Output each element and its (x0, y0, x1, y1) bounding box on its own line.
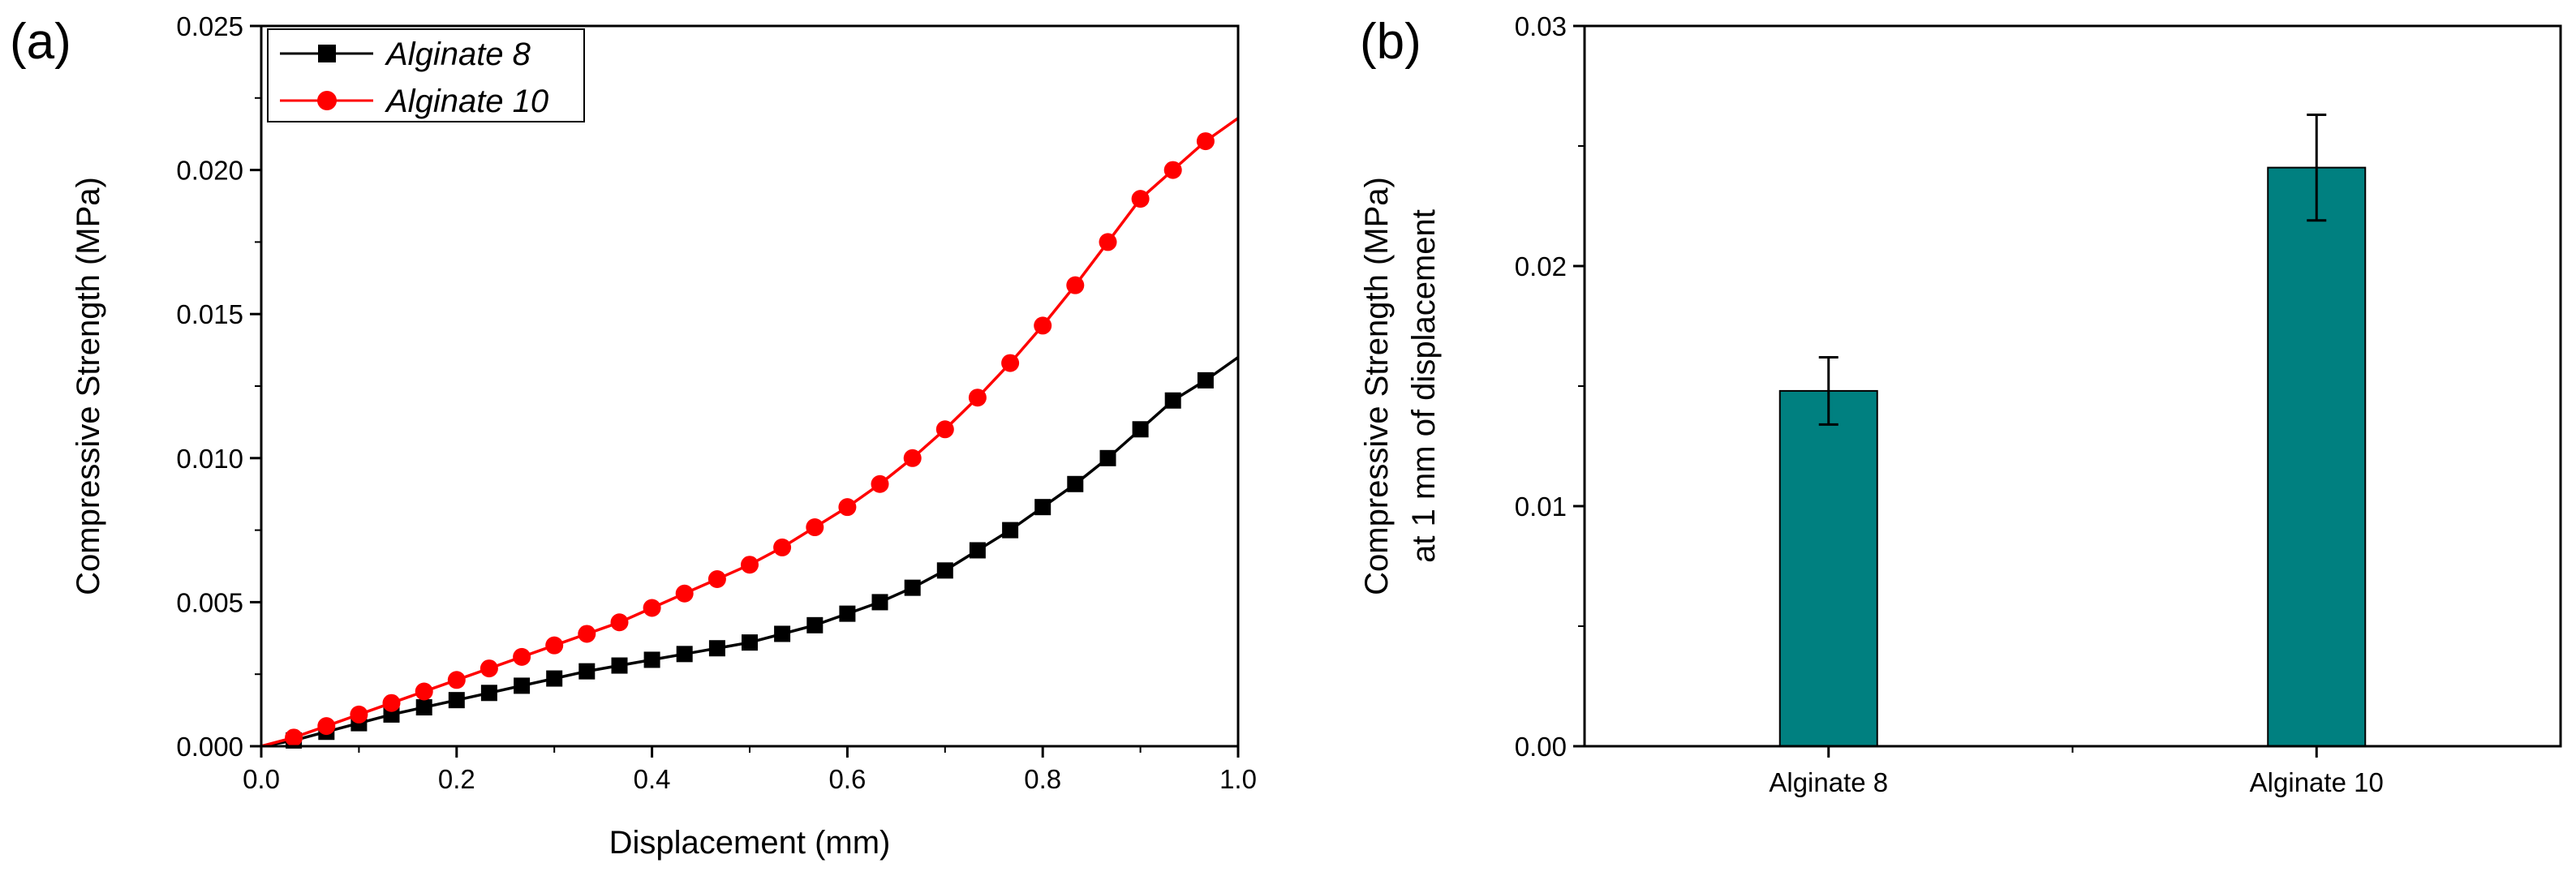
panel-b-bars (1778, 114, 2367, 747)
data-point-alginate-8 (1002, 522, 1019, 539)
panel-b-plot-frame (1583, 24, 2562, 748)
data-point-alginate-10 (447, 671, 466, 689)
series-line-alginate-10 (260, 117, 1240, 748)
y-tick-label: 0.010 (176, 444, 243, 474)
data-point-alginate-10 (1034, 316, 1052, 335)
y-tick-label: 0.00 (1515, 732, 1567, 762)
panel-a-label: (a) (10, 14, 71, 70)
data-point-alginate-8 (676, 646, 693, 663)
data-point-alginate-8 (904, 579, 921, 596)
bar-alginate-8 (1778, 389, 1878, 747)
data-point-alginate-8 (578, 663, 596, 680)
panel-b-label: (b) (1360, 14, 1421, 70)
panel-a-y-axis-ticks: 0.000 0.005 0.010 0.015 0.020 0.025 (176, 11, 261, 762)
x-tick-label: Alginate 10 (2250, 767, 2384, 797)
x-tick-label: Alginate 8 (1769, 767, 1888, 797)
data-point-alginate-10 (285, 728, 303, 747)
data-point-alginate-10 (741, 556, 759, 574)
data-point-alginate-10 (317, 717, 336, 736)
panel-b-y-axis-title-line1: Compressive Strength (MPa) (1359, 177, 1395, 595)
data-point-alginate-10 (903, 449, 922, 467)
panel-a-legend: Alginate 8 Alginate 10 (267, 28, 585, 122)
x-tick-label: 0.0 (243, 764, 280, 794)
panel-a-x-axis-ticks: 0.0 0.2 0.4 0.6 0.8 1.0 (243, 746, 1257, 794)
data-point-alginate-8 (708, 640, 725, 657)
data-point-alginate-10 (610, 613, 629, 632)
y-tick-label: 0.025 (176, 11, 243, 41)
data-point-alginate-8 (742, 634, 758, 651)
series-line-alginate-8 (260, 356, 1240, 748)
data-point-alginate-10 (578, 625, 596, 643)
x-tick-label: 0.6 (828, 764, 866, 794)
data-point-alginate-8 (643, 651, 660, 668)
legend-marker-square-icon (318, 45, 336, 62)
data-point-alginate-8 (1034, 499, 1051, 516)
data-point-alginate-8 (1067, 475, 1084, 492)
data-point-alginate-8 (611, 657, 628, 674)
data-point-alginate-10 (480, 659, 498, 678)
data-point-alginate-10 (838, 498, 857, 517)
data-point-alginate-10 (350, 705, 368, 724)
y-tick-label: 0.020 (176, 156, 243, 186)
x-tick-label: 0.4 (634, 764, 671, 794)
data-point-alginate-10 (675, 584, 694, 603)
panel-b-y-axis-ticks: 0.00 0.01 0.02 0.03 (1515, 11, 1585, 762)
y-tick-label: 0.015 (176, 299, 243, 329)
data-point-alginate-8 (871, 594, 888, 611)
data-point-alginate-8 (1164, 392, 1181, 409)
data-point-alginate-10 (415, 682, 433, 701)
panel-b-x-axis-ticks: Alginate 8 Alginate 10 (1769, 746, 2384, 797)
data-point-alginate-8 (415, 699, 432, 716)
panel-b: (b) 0.000.010.020.03 Alginate 8 Alginate … (1359, 11, 2562, 797)
data-point-alginate-10 (1001, 354, 1020, 372)
legend-label-alginate-10: Alginate 10 (385, 84, 548, 119)
data-point-alginate-8 (480, 685, 497, 702)
legend-label-alginate-8: Alginate 8 (385, 36, 531, 72)
data-point-alginate-10 (806, 518, 824, 537)
data-point-alginate-10 (643, 599, 661, 617)
data-point-alginate-8 (514, 677, 531, 694)
data-point-alginate-10 (513, 647, 531, 666)
panel-a-x-axis-title: Displacement (mm) (609, 825, 891, 861)
series-alginate-10 (260, 117, 1240, 748)
data-point-alginate-10 (707, 569, 726, 588)
data-point-alginate-8 (546, 670, 563, 687)
y-tick-label: 0.000 (176, 732, 243, 762)
panel-b-y-axis-title-line2: at 1 mm of displacement (1406, 209, 1442, 563)
data-point-alginate-10 (1099, 233, 1117, 251)
data-point-alginate-8 (1132, 421, 1149, 438)
x-tick-label: 1.0 (1219, 764, 1257, 794)
legend-marker-circle-icon (317, 91, 337, 110)
y-tick-label: 0.03 (1515, 11, 1567, 41)
data-point-alginate-8 (1099, 449, 1116, 466)
data-point-alginate-8 (448, 692, 465, 709)
data-point-alginate-8 (839, 605, 856, 622)
y-tick-label: 0.02 (1515, 251, 1567, 281)
panel-a-plot-frame (260, 24, 1240, 748)
data-point-alginate-10 (935, 420, 954, 439)
data-point-alginate-8 (806, 616, 824, 633)
series-alginate-8 (260, 356, 1240, 749)
y-tick-label: 0.01 (1515, 492, 1567, 522)
data-point-alginate-10 (1196, 132, 1215, 151)
y-tick-label: 0.005 (176, 587, 243, 617)
data-point-alginate-10 (1163, 161, 1182, 179)
data-point-alginate-8 (969, 542, 986, 559)
data-point-alginate-10 (871, 474, 889, 493)
data-point-alginate-10 (773, 538, 792, 556)
x-tick-label: 0.8 (1024, 764, 1061, 794)
data-point-alginate-10 (1066, 276, 1085, 294)
x-tick-label: 0.2 (438, 764, 475, 794)
data-point-alginate-8 (936, 562, 953, 579)
data-point-alginate-10 (382, 694, 401, 712)
panel-a-y-axis-title: Compressive Strength (MPa) (71, 177, 106, 595)
bar-alginate-10 (2267, 166, 2367, 747)
data-point-alginate-10 (1131, 190, 1150, 208)
data-point-alginate-10 (545, 636, 564, 655)
data-point-alginate-10 (968, 389, 987, 407)
data-point-alginate-8 (774, 625, 791, 642)
data-point-alginate-8 (1197, 371, 1214, 389)
